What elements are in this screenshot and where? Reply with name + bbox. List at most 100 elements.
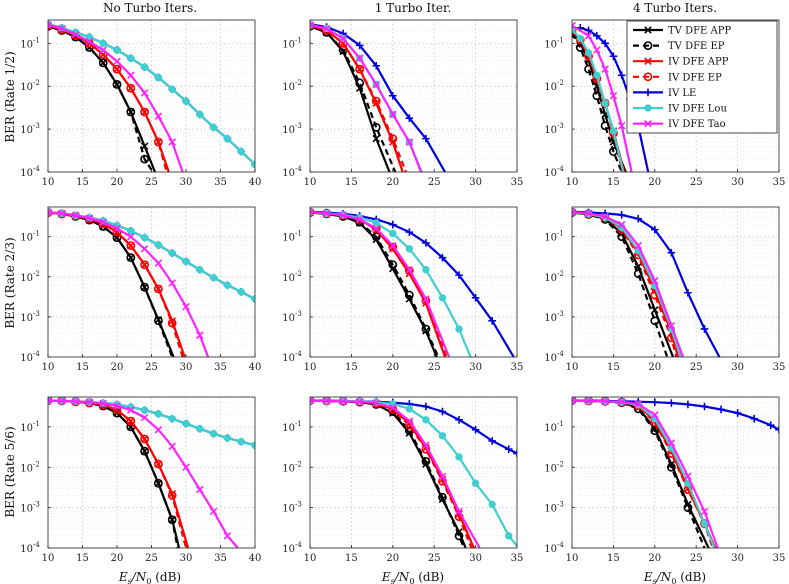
legend-entry-iv-dfe-tao: IV DFE Tao: [633, 119, 726, 130]
y-tick-label: 10-3: [20, 122, 40, 136]
marker-iv-dfe-tao: [593, 46, 601, 54]
subplot-r1-c2: 10 15 20 25 30 35 10-4 10-3 10-2 10-1: [282, 19, 523, 188]
marker-tv-dfe-ep: [126, 253, 136, 263]
marker-iv-dfe-lou: [405, 405, 414, 413]
x-tick-label: 15: [607, 177, 620, 188]
subplot-r3-c3: 10 15 20 25 30 35 10-4 10-3 10-2 10-1: [544, 396, 785, 564]
marker-iv-dfe-tao: [310, 208, 314, 216]
x-tick-label: 30: [731, 177, 744, 188]
marker-iv-le: [717, 405, 725, 414]
x-tick-label: 20: [648, 177, 661, 188]
marker-tv-dfe-ep: [421, 456, 431, 466]
marker-iv-dfe-tao: [223, 532, 232, 540]
marker-iv-le: [405, 228, 414, 236]
x-tick-label: 40: [249, 177, 262, 188]
marker-tv-dfe-ep: [666, 462, 676, 472]
x-tick-label: 35: [511, 553, 524, 564]
marker-tv-dfe-ep: [388, 260, 398, 270]
marker-iv-le: [422, 239, 430, 247]
marker-iv-dfe-lou: [438, 432, 447, 440]
x-tick-label: 30: [731, 362, 744, 373]
y-tick-label: 10-2: [544, 79, 564, 93]
marker-iv-dfe-lou: [455, 453, 463, 461]
marker-iv-le: [766, 421, 775, 430]
y-tick-label: 10-1: [282, 230, 302, 244]
legend-label: IV DFE APP: [668, 57, 729, 68]
y-tick-label: 10-1: [20, 230, 40, 244]
y-tick-label: 10-3: [282, 122, 302, 136]
y-tick-label: 10-1: [282, 420, 302, 434]
marker-tv-dfe-ep: [454, 531, 464, 541]
y-tick-label: 10-2: [544, 270, 564, 284]
marker-iv-dfe-tao: [113, 224, 121, 233]
x-axis-label-col2: Es/N0 (dB): [381, 570, 444, 584]
series-line-iv-dfe-lou: [48, 23, 255, 166]
marker-iv-dfe-tao: [48, 397, 52, 405]
subplot-r2-c3: 10 15 20 25 30 35 10-4 10-3 10-2 10-1: [544, 206, 785, 373]
x-tick-label: 10: [42, 553, 55, 564]
marker-iv-le: [438, 407, 447, 416]
marker-iv-dfe-lou: [584, 49, 593, 57]
marker-iv-le: [504, 445, 513, 454]
marker-iv-dfe-tao: [127, 406, 135, 414]
marker-iv-le: [634, 214, 643, 223]
x-tick-label: 25: [145, 177, 158, 188]
marker-iv-le: [471, 293, 480, 302]
marker-iv-dfe-tao: [99, 218, 107, 226]
legend-label: IV LE: [668, 88, 696, 99]
axes-frame: [571, 206, 780, 358]
marker-iv-dfe-tao: [572, 208, 576, 216]
marker-iv-dfe-ep: [140, 107, 149, 117]
marker-iv-dfe-ep: [140, 260, 149, 270]
marker-iv-dfe-tao: [154, 112, 163, 120]
y-tick-label: 10-4: [20, 541, 40, 555]
marker-iv-dfe-lou: [182, 97, 190, 105]
y-tick-label: 10-2: [20, 460, 40, 474]
x-tick-label: 15: [76, 553, 89, 564]
x-tick-label: 15: [76, 177, 89, 188]
x-tick-label: 20: [111, 553, 124, 564]
legend-marker: [643, 41, 653, 50]
column-title-no-turbo: No Turbo Iters.: [103, 1, 197, 15]
marker-iv-dfe-lou: [372, 219, 380, 227]
marker-iv-dfe-tao: [322, 209, 331, 218]
marker-iv-dfe-tao: [310, 21, 314, 29]
y-tick-label: 10-2: [282, 460, 302, 474]
marker-iv-dfe-tao: [684, 472, 692, 480]
marker-iv-dfe-tao: [355, 397, 364, 406]
y-tick-label: 10-3: [544, 501, 564, 515]
x-tick-label: 25: [690, 177, 703, 188]
marker-iv-le: [593, 31, 601, 40]
legend-marker: [644, 104, 652, 112]
x-tick-label: 10: [304, 553, 317, 564]
marker-iv-dfe-lou: [154, 241, 163, 249]
series-line-iv-dfe-tao: [572, 211, 685, 357]
marker-iv-le: [422, 134, 430, 143]
marker-iv-dfe-lou: [99, 39, 107, 48]
marker-iv-dfe-tao: [168, 138, 176, 146]
marker-iv-le: [609, 52, 618, 61]
marker-iv-dfe-lou: [609, 127, 618, 135]
marker-iv-le: [700, 325, 709, 333]
marker-iv-dfe-ep: [388, 242, 398, 252]
marker-iv-dfe-tao: [85, 37, 94, 46]
series-group: [48, 208, 255, 357]
subplot-r2-c2: 10 15 20 25 30 35 10-4 10-3 10-2 10-1: [282, 206, 523, 373]
marker-iv-dfe-tao: [113, 402, 121, 410]
marker-iv-dfe-app: [372, 99, 381, 108]
x-tick-label: 30: [180, 362, 193, 373]
x-tick-label: 30: [180, 553, 193, 564]
marker-iv-le: [488, 437, 496, 445]
marker-iv-dfe-tao: [438, 472, 447, 480]
series-group: [572, 207, 721, 357]
marker-iv-dfe-lou: [576, 34, 584, 43]
marker-iv-dfe-tao: [700, 507, 709, 516]
marker-iv-dfe-tao: [355, 54, 364, 62]
x-tick-label: 20: [386, 362, 399, 373]
marker-iv-le: [651, 225, 659, 234]
plot-area: [310, 397, 517, 548]
axes-frame: [309, 206, 518, 358]
marker-iv-le: [372, 61, 381, 70]
legend-entry-iv-dfe-app: IV DFE APP: [633, 57, 729, 68]
